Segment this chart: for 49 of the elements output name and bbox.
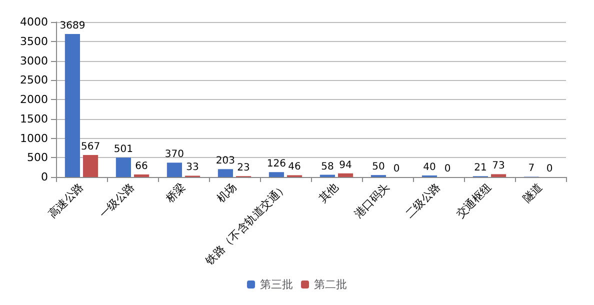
x-tick-label: 其他	[316, 180, 342, 206]
y-tick-label: 3000	[20, 54, 48, 68]
y-tick-label: 1500	[20, 112, 48, 126]
y-tick-label: 1000	[20, 132, 48, 145]
legend-label: 第三批	[260, 278, 293, 291]
data-label: 94	[339, 160, 352, 171]
y-tick-label: 2500	[20, 74, 48, 87]
bar	[134, 174, 150, 177]
data-label: 203	[216, 156, 236, 167]
data-label: 33	[186, 162, 199, 174]
data-label: 567	[80, 142, 100, 153]
data-label: 501	[114, 144, 134, 156]
data-label: 50	[372, 162, 385, 173]
data-label: 46	[288, 162, 301, 173]
x-tick-label: 港口码头	[352, 180, 392, 221]
data-label: 73	[492, 160, 505, 172]
bar	[491, 174, 506, 177]
data-label: 7	[528, 163, 535, 174]
data-label: 0	[444, 164, 451, 174]
bar	[116, 158, 131, 177]
bar	[83, 155, 98, 177]
data-label: 126	[266, 158, 286, 170]
bar	[268, 172, 284, 177]
y-tick-label: 0	[41, 170, 48, 184]
data-label: 370	[164, 149, 184, 160]
data-label: 58	[321, 161, 334, 172]
bar	[166, 162, 182, 177]
data-label: 40	[423, 162, 436, 173]
y-tick-label: 2000	[20, 93, 48, 106]
x-tick-label: 二级公路	[402, 180, 444, 221]
x-tick-label: 一级公路	[96, 180, 138, 221]
x-tick-label: 桥梁	[162, 180, 188, 206]
x-tick-label: 高速公路	[46, 180, 86, 221]
y-tick-label: 500	[27, 151, 48, 164]
data-label: 3689	[60, 20, 86, 32]
legend-label: 第二批	[314, 278, 347, 291]
data-label: 66	[135, 160, 148, 172]
data-label: 0	[546, 164, 553, 174]
bar	[64, 34, 80, 177]
x-tick-label: 机场	[214, 180, 240, 206]
x-tick-label: 交通枢纽	[454, 180, 494, 221]
y-tick-label: 4000	[20, 16, 48, 28]
y-tick-label: 3500	[20, 34, 48, 48]
data-label: 21	[474, 162, 487, 174]
data-label: 23	[237, 162, 250, 174]
bar	[338, 173, 354, 177]
data-label: 0	[393, 164, 400, 174]
bar	[218, 169, 233, 177]
x-tick-label: 隧道	[520, 180, 546, 206]
